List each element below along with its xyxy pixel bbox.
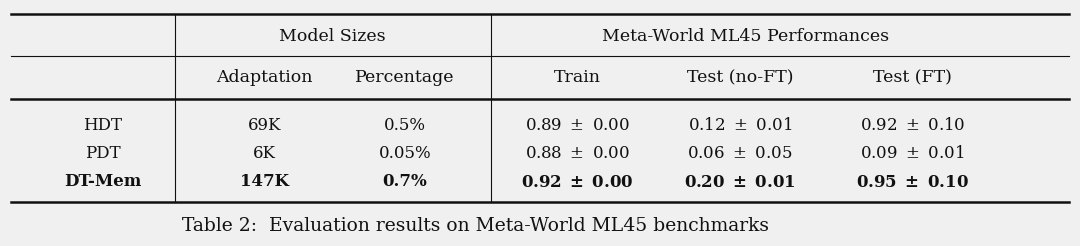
Text: $\mathbf{0.95\ \pm\ 0.10}$: $\mathbf{0.95\ \pm\ 0.10}$ (856, 172, 969, 191)
Text: PDT: PDT (85, 145, 120, 162)
Text: $0.09\ \pm\ 0.01$: $0.09\ \pm\ 0.01$ (861, 144, 964, 162)
Text: $\mathbf{0.20\ \pm\ 0.01}$: $\mathbf{0.20\ \pm\ 0.01}$ (684, 172, 796, 191)
Text: Model Sizes: Model Sizes (280, 28, 386, 45)
Text: Adaptation: Adaptation (216, 69, 313, 86)
Text: $0.92\ \pm\ 0.10$: $0.92\ \pm\ 0.10$ (860, 116, 966, 134)
Text: $0.06\ \pm\ 0.05$: $0.06\ \pm\ 0.05$ (687, 144, 793, 162)
Text: Test (no-FT): Test (no-FT) (687, 69, 793, 86)
Text: 6K: 6K (253, 145, 276, 162)
Text: 69K: 69K (247, 117, 282, 134)
Text: $0.89\ \pm\ 0.00$: $0.89\ \pm\ 0.00$ (525, 116, 631, 134)
Text: Table 2:  Evaluation results on Meta-World ML45 benchmarks: Table 2: Evaluation results on Meta-Worl… (181, 217, 769, 235)
Text: Train: Train (554, 69, 602, 86)
Text: Meta-World ML45 Performances: Meta-World ML45 Performances (602, 28, 889, 45)
Text: $\mathbf{0.92\ \pm\ 0.00}$: $\mathbf{0.92\ \pm\ 0.00}$ (522, 172, 634, 191)
Text: $0.88\ \pm\ 0.00$: $0.88\ \pm\ 0.00$ (525, 144, 631, 162)
Text: Test (FT): Test (FT) (873, 69, 953, 86)
Text: 147K: 147K (240, 173, 289, 190)
Text: 0.7%: 0.7% (382, 173, 428, 190)
Text: HDT: HDT (83, 117, 122, 134)
Text: 0.5%: 0.5% (384, 117, 426, 134)
Text: 0.05%: 0.05% (379, 145, 431, 162)
Text: DT-Mem: DT-Mem (64, 173, 141, 190)
Text: $0.12\ \pm\ 0.01$: $0.12\ \pm\ 0.01$ (688, 116, 792, 134)
Text: Percentage: Percentage (355, 69, 455, 86)
